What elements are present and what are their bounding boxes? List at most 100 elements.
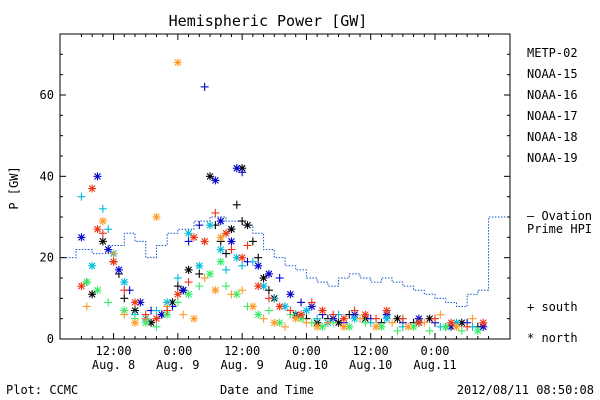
point-noaa-19-north xyxy=(131,298,139,307)
point-noaa-19-south xyxy=(184,278,193,287)
point-noaa-18-north xyxy=(339,322,348,331)
point-noaa-17-south xyxy=(222,282,231,291)
point-noaa-18-north xyxy=(270,318,279,327)
point-noaa-15-north xyxy=(286,290,295,299)
point-noaa-15-north xyxy=(104,245,113,254)
point-noaa-17-north xyxy=(441,322,450,331)
x-tick-sublabel: Aug.10 xyxy=(349,358,392,372)
point-noaa-17-south xyxy=(104,298,113,307)
point-noaa-17-north xyxy=(93,286,102,295)
point-metp-02-north xyxy=(206,172,214,181)
point-noaa-19-south xyxy=(307,298,316,307)
point-noaa-16-north xyxy=(195,261,204,270)
point-noaa-19-north xyxy=(222,229,231,238)
point-noaa-16-north xyxy=(120,278,129,287)
point-noaa-19-south xyxy=(227,245,236,254)
point-noaa-19-north xyxy=(77,282,86,291)
point-noaa-16-north xyxy=(216,245,225,254)
footer-timestamp: 2012/08/11 08:50:08 xyxy=(457,383,594,397)
x-tick-label: 0:00 xyxy=(421,344,450,358)
point-metp-02-south xyxy=(238,217,247,226)
point-noaa-19-south xyxy=(141,310,150,319)
point-noaa-19-north xyxy=(189,233,198,242)
point-metp-02-north xyxy=(259,274,268,282)
point-noaa-17-south xyxy=(425,326,434,335)
point-metp-02-north xyxy=(98,237,107,246)
legend: METP-02 NOAA-15 NOAA-16 NOAA-17 NOAA-18 NOAA-… xyxy=(527,46,592,345)
x-tick-sublabel: Aug. 9 xyxy=(220,358,263,372)
point-noaa-18-north xyxy=(152,213,161,221)
point-noaa-17-north xyxy=(254,310,263,319)
point-noaa-16-south xyxy=(98,204,107,213)
point-noaa-19-north xyxy=(361,310,370,319)
point-noaa-19-north xyxy=(109,257,118,266)
y-axis-label: P [GW] xyxy=(7,166,21,209)
point-noaa-19-south xyxy=(120,286,129,295)
point-noaa-17-north xyxy=(409,322,418,331)
point-noaa-19-north xyxy=(88,184,97,193)
point-noaa-19-south xyxy=(463,322,472,331)
point-noaa-19-south xyxy=(243,241,252,250)
point-noaa-19-south xyxy=(163,306,172,315)
point-noaa-17-south xyxy=(264,306,273,315)
point-noaa-18-north xyxy=(452,322,461,331)
x-tick-sublabel: Aug. 8 xyxy=(92,358,135,372)
point-metp-02-south xyxy=(264,286,273,295)
point-noaa-16-north xyxy=(302,306,311,315)
point-noaa-17-north xyxy=(473,326,482,335)
point-noaa-17-south xyxy=(361,318,370,327)
point-noaa-19-north xyxy=(447,318,456,327)
legend-ovation-line2: Prime HPI xyxy=(527,222,592,236)
point-noaa-16-south xyxy=(77,192,86,201)
point-noaa-15-south xyxy=(275,274,284,282)
legend-item: NOAA-19 xyxy=(527,151,578,165)
chart-title: Hemispheric Power [GW] xyxy=(169,12,368,30)
point-noaa-19-north xyxy=(382,306,391,315)
point-noaa-15-north xyxy=(77,233,86,242)
point-noaa-19-north xyxy=(318,306,327,315)
legend-item: NOAA-17 xyxy=(527,109,578,123)
point-noaa-18-north xyxy=(98,217,107,226)
legend-ovation-line1: – Ovation xyxy=(527,209,592,223)
point-noaa-19-south xyxy=(329,310,338,319)
point-noaa-18-south xyxy=(238,286,247,295)
point-noaa-16-north xyxy=(382,314,391,323)
ovation-hpi-path xyxy=(60,216,510,307)
x-tick-sublabel: Aug.11 xyxy=(413,358,456,372)
point-metp-02-south xyxy=(173,282,182,291)
point-noaa-18-south xyxy=(200,274,209,282)
point-noaa-15-north xyxy=(227,237,236,246)
point-noaa-16-north xyxy=(88,261,97,270)
point-noaa-18-south xyxy=(281,322,289,331)
data-points xyxy=(77,58,488,335)
point-noaa-18-south xyxy=(259,314,268,323)
point-metp-02-south xyxy=(232,200,241,209)
plot-frame xyxy=(59,33,511,340)
y-tick-label: 60 xyxy=(40,88,54,102)
point-noaa-16-south xyxy=(238,261,247,270)
point-noaa-18-north xyxy=(404,322,413,331)
point-metp-02-south xyxy=(120,294,129,303)
point-noaa-16-south xyxy=(313,314,322,323)
point-noaa-19-north xyxy=(254,282,263,291)
point-noaa-16-south xyxy=(222,265,231,274)
point-noaa-18-south xyxy=(436,310,445,319)
point-metp-02-north xyxy=(88,290,97,299)
plot-area xyxy=(59,33,511,340)
point-metp-02-north xyxy=(457,318,466,327)
point-noaa-19-south xyxy=(264,294,273,303)
point-noaa-17-south xyxy=(457,326,466,335)
point-noaa-18-south xyxy=(323,318,332,327)
ovation-hpi-line xyxy=(60,216,510,307)
point-noaa-19-north xyxy=(173,290,182,299)
point-noaa-18-north xyxy=(313,322,322,331)
point-metp-02-north xyxy=(147,318,156,327)
point-metp-02-north xyxy=(227,225,236,234)
point-noaa-19-north xyxy=(152,314,161,323)
legend-item: NOAA-16 xyxy=(527,88,578,102)
point-noaa-16-south xyxy=(248,257,257,266)
point-metp-02-north xyxy=(243,221,252,230)
point-noaa-19-north xyxy=(414,318,423,327)
x-tick-label: 0:00 xyxy=(163,344,192,358)
